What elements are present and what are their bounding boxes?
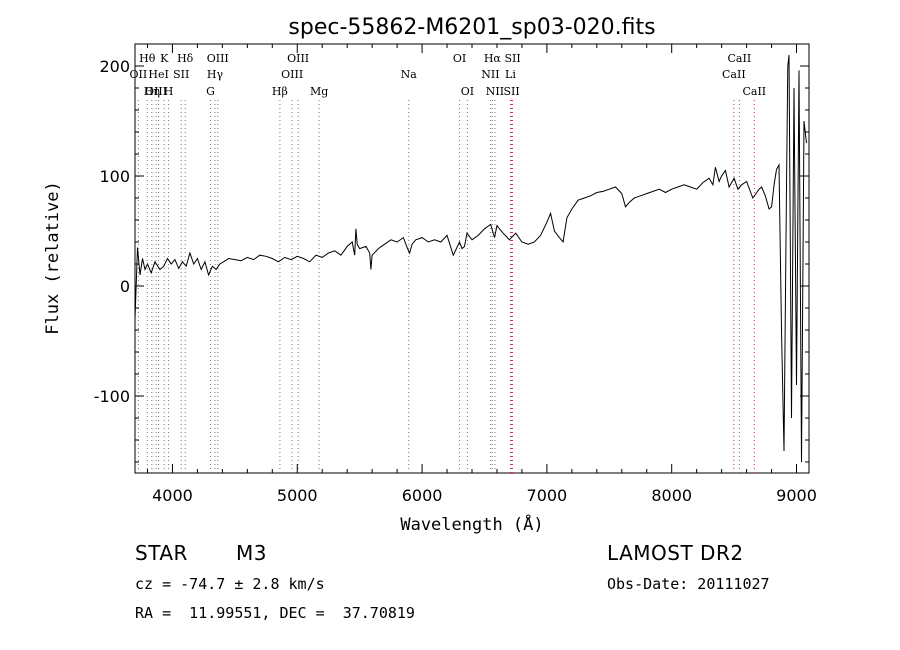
line-marker-label: OI [453,52,466,65]
line-marker-label: HeI [148,68,168,81]
y-tick-label: 0 [120,277,130,296]
x-tick-label: 7000 [527,486,568,505]
x-tick-label: 9000 [776,486,817,505]
line-marker-label: OIII [281,68,303,81]
line-marker-label: OIII [207,52,229,65]
line-marker-label: OI [461,85,474,98]
x-tick-label: 4000 [152,486,193,505]
line-marker-label: CaII [742,85,766,98]
line-marker-label: SII [504,52,520,65]
line-marker-label: OIII [145,85,167,98]
spectrum-line [134,54,807,463]
line-marker-label: NII [486,85,504,98]
plot-frame [134,43,810,474]
x-axis-label: Wavelength (Å) [400,513,543,535]
line-marker-label: OII [130,68,148,81]
line-marker-label: Hγ [207,68,224,81]
redshift-cz: cz = -74.7 ± 2.8 km/s [135,575,325,593]
line-marker-label: CaII [722,68,746,81]
line-marker-label: H [164,85,174,98]
x-tick-label: 5000 [277,486,318,505]
line-marker-label: NII [481,68,499,81]
y-axis: -100 0 100 200 [94,43,809,463]
y-axis-label: Flux (relative) [43,181,63,335]
line-marker-label: Mg [310,85,328,98]
line-marker-label: Hθ [139,52,156,65]
line-marker-label: SII [503,85,519,98]
line-marker-label: OIII [287,52,309,65]
object-subclass: M3 [236,541,267,565]
ra-dec-coordinates: RA = 11.99551, DEC = 37.70819 [135,604,415,622]
object-class: STAR [135,541,188,565]
line-marker-label: Hη [144,85,160,98]
line-marker-label: Hδ [177,52,194,65]
x-tick-label: 8000 [651,486,692,505]
line-marker-label: K [160,52,169,65]
x-tick-label: 6000 [402,486,443,505]
line-marker-label: Hβ [272,85,288,98]
line-marker-label: CaII [728,52,752,65]
line-marker-label: G [206,85,215,98]
y-tick-label: 200 [99,57,130,76]
line-marker-label: Hα [484,52,502,65]
survey-name: LAMOST DR2 [607,541,744,565]
x-axis: 4000 5000 6000 7000 8000 9000 [146,44,817,505]
y-tick-label: 100 [99,167,130,186]
line-marker-label: SII [173,68,189,81]
y-tick-label: -100 [94,387,130,406]
observation-date: Obs-Date: 20111027 [607,575,770,593]
line-marker-label: Na [401,68,418,81]
chart-title: spec-55862-M6201_sp03-020.fits [288,15,655,40]
line-marker-label: Li [505,68,516,81]
